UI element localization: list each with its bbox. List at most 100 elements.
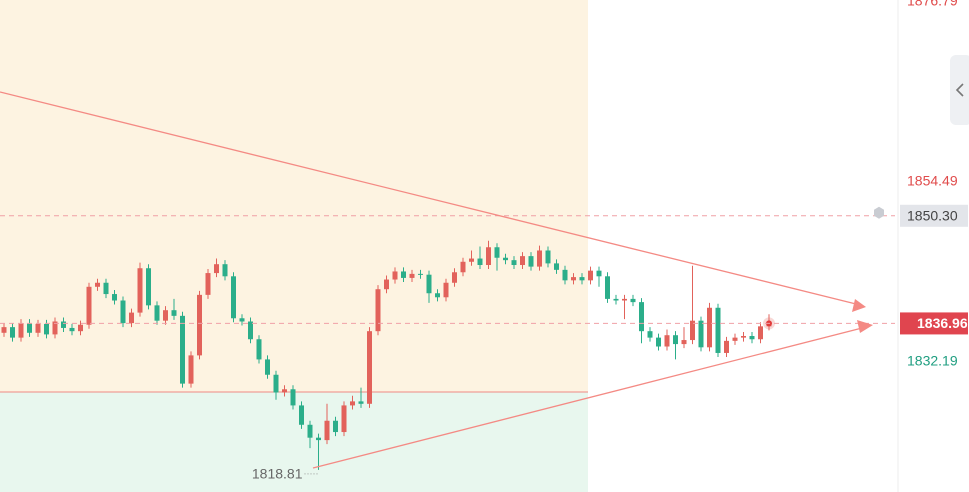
candle-body	[664, 335, 670, 347]
candle-body	[460, 261, 466, 273]
candle-body	[358, 401, 364, 404]
candle-body	[622, 298, 627, 301]
price-tag-label: 1850.30	[907, 207, 958, 223]
candle-body	[137, 268, 143, 313]
candle-body	[120, 300, 126, 324]
candle-body	[494, 247, 500, 258]
candle-body	[605, 276, 610, 299]
candle-body	[333, 420, 338, 433]
candle-body	[265, 359, 270, 375]
resistance-zone	[0, 0, 588, 392]
price-label: 1832.19	[907, 353, 958, 369]
candle-body	[163, 310, 168, 321]
candle-body	[579, 277, 585, 281]
candle-body	[35, 323, 41, 333]
candle-body	[435, 293, 440, 298]
candle-body	[630, 298, 636, 303]
trendline-upper	[0, 91, 861, 306]
candle-body	[375, 289, 381, 332]
candle-body	[103, 282, 109, 295]
candle-body	[239, 318, 245, 322]
price-axis: 1876.79 1854.49 1832.19 1850.30 1836.96	[874, 0, 968, 369]
candle-body	[61, 321, 66, 328]
candle-body	[384, 279, 389, 290]
candle-body	[188, 355, 194, 384]
candle-body	[222, 264, 228, 277]
candle-body	[392, 271, 398, 280]
candle-body	[154, 305, 160, 321]
candle-body	[477, 258, 483, 266]
candle-body	[724, 340, 729, 353]
candle-body	[69, 327, 75, 332]
candle-body	[562, 269, 568, 281]
candle-body	[324, 420, 330, 441]
candle-body	[452, 272, 457, 283]
candle-body	[171, 310, 177, 316]
candle-body	[316, 437, 321, 441]
candle-body	[639, 302, 644, 332]
candle-body	[290, 389, 296, 406]
candle-body	[732, 337, 738, 341]
candle-body	[18, 323, 24, 338]
candle-body	[443, 282, 449, 298]
alert-icon	[874, 206, 884, 219]
candle-body	[86, 286, 92, 325]
support-zone	[0, 392, 588, 492]
candle-body	[596, 270, 602, 277]
candle-body	[44, 323, 49, 335]
candle-body	[95, 282, 100, 287]
trendline-lower	[312, 326, 867, 469]
candle-body	[205, 273, 211, 295]
candle-body	[78, 324, 83, 332]
candle-body	[248, 321, 253, 340]
candle-body	[503, 257, 508, 261]
candle-body	[426, 274, 432, 294]
candle-body	[681, 340, 687, 345]
plot-area: 1818.81	[0, 215, 895, 482]
arrow-head	[857, 320, 873, 333]
candle-body	[282, 389, 287, 393]
candle-body	[690, 320, 695, 341]
candle-body	[511, 260, 517, 266]
candle-body	[10, 327, 15, 338]
candle-body	[256, 339, 262, 360]
side-panel-toggle[interactable]	[950, 55, 969, 125]
candle-body	[571, 277, 576, 281]
candle-body	[698, 320, 704, 348]
price-label: 1854.49	[907, 173, 958, 189]
candle-body	[554, 263, 559, 270]
candle-body	[656, 337, 661, 347]
candle-body	[749, 336, 755, 340]
candle-body	[180, 315, 185, 384]
candle-body	[520, 256, 525, 266]
candle-body	[146, 268, 151, 306]
price-tag	[900, 204, 968, 227]
candle-body	[299, 405, 304, 425]
candle-body	[367, 331, 372, 404]
candle-body	[741, 336, 746, 338]
candle-body	[129, 312, 134, 324]
candle-body	[112, 294, 117, 301]
candle-body	[197, 294, 202, 356]
candle-body	[418, 273, 423, 275]
chevron-icon	[955, 83, 964, 97]
candle-body	[758, 326, 763, 340]
candle-body	[52, 321, 58, 335]
candle-body	[214, 264, 219, 274]
candle-body	[673, 335, 678, 345]
candle-body	[307, 424, 313, 438]
candle-body	[27, 323, 32, 333]
candle-body	[528, 256, 534, 267]
low-label: 1818.81	[252, 466, 303, 482]
candle-body	[273, 374, 279, 393]
candle-body	[401, 271, 406, 278]
candle-body	[231, 276, 236, 319]
arrow-head	[852, 299, 866, 312]
candle-body	[613, 298, 619, 301]
price-label: 1876.79	[907, 0, 958, 9]
candle-body	[341, 405, 347, 433]
candle-body	[537, 250, 542, 267]
price-tag-label: 1836.96	[917, 315, 968, 331]
price-tag	[900, 312, 968, 335]
